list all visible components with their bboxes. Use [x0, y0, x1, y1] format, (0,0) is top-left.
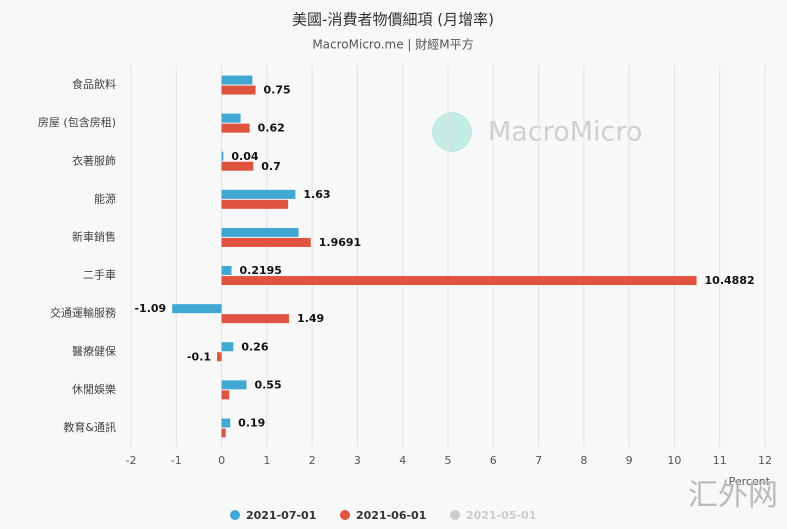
- data-label: 0.19: [238, 416, 265, 429]
- x-axis-label: Percent: [729, 475, 771, 488]
- bar: [217, 352, 222, 362]
- bar: [221, 123, 250, 133]
- data-label: 0.26: [241, 340, 268, 353]
- x-tick-label: 1: [263, 454, 270, 467]
- bar: [221, 390, 230, 400]
- data-label: 0.2195: [240, 264, 282, 277]
- y-tick-label: 交通運輸服務: [50, 306, 116, 320]
- data-label: 1.49: [297, 312, 324, 325]
- bar: [221, 342, 234, 352]
- x-tick-label: 5: [445, 454, 452, 467]
- y-tick-label: 醫療健保: [72, 344, 116, 358]
- x-tick-label: -1: [171, 454, 182, 467]
- x-tick-label: 8: [580, 454, 587, 467]
- x-tick-label: 10: [667, 454, 681, 467]
- bar: [221, 113, 241, 123]
- bar: [221, 75, 253, 85]
- data-label: 0.7: [261, 160, 281, 173]
- x-tick-label: 4: [399, 454, 406, 467]
- bar: [221, 266, 232, 276]
- data-label: 0.55: [254, 378, 281, 391]
- bar: [221, 85, 256, 95]
- data-label: 0.75: [264, 84, 291, 97]
- bar: [221, 151, 224, 161]
- data-label: 1.63: [303, 188, 330, 201]
- data-label: 10.4882: [705, 274, 755, 287]
- y-tick-label: 房屋 (包含房租): [38, 115, 116, 129]
- corner-mark: 汇外网: [688, 478, 778, 513]
- bar: [221, 237, 311, 247]
- bar: [221, 276, 697, 286]
- data-label: -0.1: [187, 350, 211, 363]
- bar: [221, 161, 254, 171]
- legend-marker: [230, 510, 240, 520]
- x-tick-label: 9: [626, 454, 633, 467]
- bar: [221, 418, 231, 428]
- data-label: 1.9691: [319, 236, 361, 249]
- x-tick-label: -2: [126, 454, 137, 467]
- x-tick-label: 0: [218, 454, 225, 467]
- x-tick-label: 2: [309, 454, 316, 467]
- y-tick-label: 能源: [94, 191, 116, 205]
- chart-title: 美國-消費者物價細項 (月增率): [292, 11, 494, 29]
- bar: [221, 380, 247, 390]
- legend-label[interactable]: 2021-05-01: [466, 509, 536, 522]
- y-tick-label: 二手車: [83, 268, 116, 282]
- y-tick-label: 休閒娛樂: [72, 382, 116, 396]
- x-tick-label: 7: [535, 454, 542, 467]
- bar: [221, 189, 296, 199]
- watermark-logo: [432, 112, 472, 152]
- bar: [221, 199, 289, 209]
- y-tick-label: 新車銷售: [72, 229, 116, 243]
- x-tick-label: 12: [758, 454, 772, 467]
- bar: [172, 304, 222, 314]
- data-label: 0.04: [231, 150, 258, 163]
- bar: [221, 314, 290, 324]
- bar: [221, 227, 299, 237]
- x-tick-label: 6: [490, 454, 497, 467]
- legend-marker: [340, 510, 350, 520]
- legend-label[interactable]: 2021-06-01: [356, 509, 426, 522]
- data-label: 0.62: [258, 122, 285, 135]
- x-tick-label: 11: [713, 454, 727, 467]
- legend-marker: [450, 510, 460, 520]
- legend-label[interactable]: 2021-07-01: [246, 509, 316, 522]
- y-tick-label: 教育&通訊: [63, 420, 116, 434]
- y-tick-label: 衣著服飾: [72, 153, 116, 167]
- data-label: -1.09: [134, 302, 166, 315]
- chart-subtitle: MacroMicro.me | 財經M平方: [312, 37, 473, 52]
- watermark: MacroMicro: [488, 117, 642, 148]
- x-tick-label: 3: [354, 454, 361, 467]
- bar: [221, 428, 226, 438]
- y-tick-label: 食品飲料: [72, 77, 116, 91]
